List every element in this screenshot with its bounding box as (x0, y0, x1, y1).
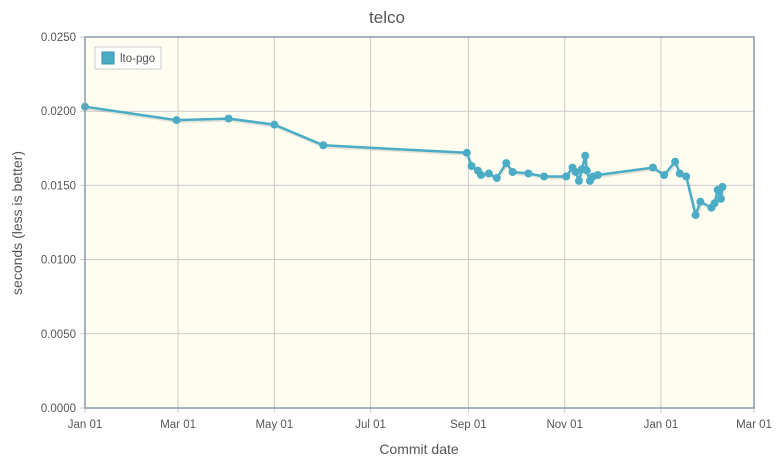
x-tick-label: Mar 01 (736, 419, 772, 431)
data-point[interactable] (649, 163, 657, 172)
data-point[interactable] (582, 166, 591, 175)
data-point[interactable] (540, 172, 549, 181)
data-point[interactable] (718, 182, 727, 191)
data-point[interactable] (462, 148, 471, 157)
data-point[interactable] (716, 194, 725, 203)
data-point[interactable] (484, 169, 493, 178)
y-tick-label: 0.0050 (41, 329, 76, 341)
legend-label: lto-pgo (120, 53, 155, 65)
data-point[interactable] (671, 157, 680, 166)
x-tick-label: Jan 01 (68, 419, 103, 431)
axes: 0.0000 0.0050 0.0100 0.0150 0.0200 0.0250 Jan … (41, 32, 772, 431)
data-point[interactable] (581, 151, 590, 160)
x-tick-label: Jan 01 (644, 419, 679, 431)
y-axis-title: seconds (less is better) (9, 151, 25, 295)
x-tick-label: Jul 01 (355, 419, 386, 431)
data-point[interactable] (477, 171, 485, 179)
data-point[interactable] (710, 199, 719, 208)
data-point[interactable] (524, 169, 533, 178)
data-point[interactable] (691, 211, 700, 220)
x-tick-label: May 01 (255, 419, 293, 431)
data-point[interactable] (571, 168, 580, 176)
x-tick-label: Sep 01 (450, 419, 486, 431)
data-point[interactable] (502, 159, 511, 168)
data-point[interactable] (172, 116, 181, 125)
series-lto-pgo (81, 102, 727, 220)
y-tick-label: 0.0150 (41, 180, 76, 192)
data-point[interactable] (660, 171, 669, 179)
x-tick-label: Nov 01 (546, 419, 582, 431)
legend[interactable]: lto-pgo (94, 46, 162, 70)
legend-swatch (101, 51, 115, 65)
plot-frame (84, 36, 755, 409)
data-point[interactable] (319, 141, 328, 150)
data-point[interactable] (492, 174, 501, 182)
y-tick-label: 0.0100 (41, 255, 76, 267)
data-point[interactable] (593, 171, 602, 179)
y-tick-label: 0.0250 (41, 32, 76, 44)
data-point[interactable] (270, 120, 279, 129)
data-point[interactable] (696, 197, 705, 206)
data-point[interactable] (574, 176, 583, 185)
data-point[interactable] (224, 114, 233, 123)
y-tick-label: 0.0000 (41, 403, 76, 415)
data-point[interactable] (562, 172, 571, 181)
chart-title: telco (369, 8, 405, 27)
data-point[interactable] (467, 162, 476, 171)
plot-background (85, 37, 754, 408)
y-tick-label: 0.0200 (41, 106, 76, 118)
x-tick-label: Mar 01 (160, 419, 196, 431)
data-point[interactable] (675, 169, 684, 178)
x-axis-title: Commit date (379, 441, 459, 457)
data-point[interactable] (682, 172, 691, 181)
data-point[interactable] (508, 168, 517, 176)
